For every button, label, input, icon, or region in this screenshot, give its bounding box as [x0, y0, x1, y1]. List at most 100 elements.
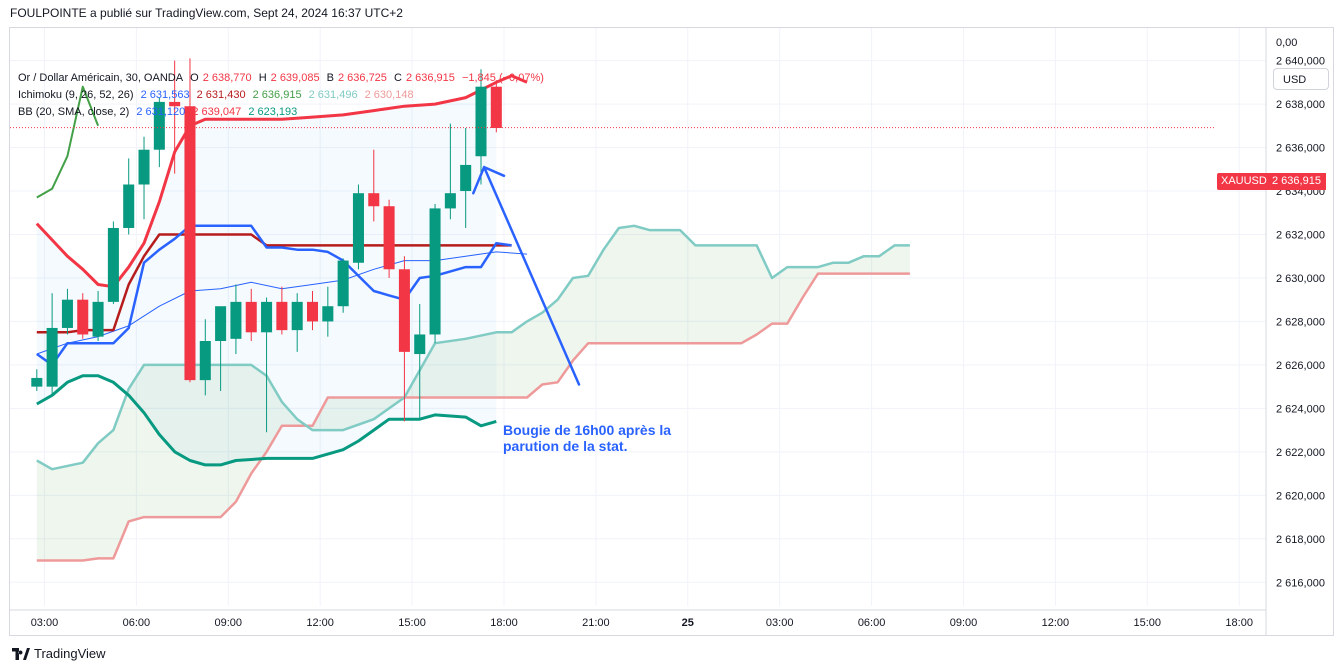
y-tick-label: 2 626,000 [1276, 360, 1325, 372]
y-tick-label: 2 640,000 [1276, 56, 1325, 68]
candle-body [245, 301, 257, 333]
annotation-text: Bougie de 16h00 après la parution de la … [503, 422, 671, 454]
candle-body [276, 301, 288, 331]
candle-body [460, 164, 472, 192]
candle-body [261, 301, 273, 333]
footer-brand[interactable]: TradingView [12, 646, 106, 661]
bb-basis-value: 2 631,120 [136, 106, 186, 118]
x-tick-label: 12:00 [306, 617, 334, 629]
x-tick-label: 15:00 [1134, 617, 1162, 629]
x-tick-label: 06:00 [858, 617, 886, 629]
candle-body [230, 301, 242, 339]
y-tick-label: 2 638,000 [1276, 99, 1325, 111]
bb-lower-value: 2 623,193 [248, 106, 298, 118]
publish-info: FOULPOINTE a publié sur TradingView.com,… [10, 6, 403, 20]
ichimoku-span-a-value: 2 631,496 [308, 89, 358, 101]
brand-name: TradingView [34, 646, 106, 661]
bb-upper-value: 2 639,047 [192, 106, 242, 118]
open-label: O [190, 72, 199, 84]
annotation-line-2: parution de la stat. [503, 438, 628, 454]
x-tick-label: 25 [682, 617, 694, 629]
y-tick-label: 2 632,000 [1276, 229, 1325, 241]
y-tick-label: 2 618,000 [1276, 534, 1325, 546]
bb-legend: BB (20, SMA, close, 2) 2 631,120 2 639,0… [18, 106, 301, 118]
x-tick-label: 18:00 [1225, 617, 1253, 629]
x-tick-label: 15:00 [398, 617, 426, 629]
candle-body [123, 184, 135, 228]
candle-body [215, 306, 227, 341]
candle-body [444, 193, 456, 209]
ichimoku-legend: Ichimoku (9, 26, 52, 26) 2 631,563 2 631… [18, 89, 418, 101]
x-tick-label: 03:00 [31, 617, 59, 629]
y-tick-label: 2 620,000 [1276, 490, 1325, 502]
ichimoku-cloud-fill [36, 225, 910, 561]
ichimoku-span-b-value: 2 630,148 [364, 89, 414, 101]
candle-body [429, 208, 441, 335]
candle-body [383, 206, 395, 270]
bb-label: BB (20, SMA, close, 2) [18, 106, 130, 118]
low-value: 2 636,725 [337, 72, 387, 84]
ichimoku-span-a-line [36, 224, 910, 471]
candle-body [184, 106, 196, 381]
x-tick-label: 09:00 [950, 617, 978, 629]
ichimoku-chikou-value: 2 636,915 [252, 89, 302, 101]
candle-body [199, 340, 211, 381]
candle-body [61, 299, 73, 328]
x-tick-label: 18:00 [490, 617, 518, 629]
ichimoku-kijun-value: 2 631,430 [196, 89, 246, 101]
ichimoku-span-b-line [36, 272, 910, 562]
y-tick-label: 2 630,000 [1276, 273, 1325, 285]
candle-body [291, 301, 303, 331]
x-tick-label: 06:00 [123, 617, 151, 629]
currency-button[interactable]: USD [1273, 68, 1329, 90]
symbol-price-tag: XAUUSD [1217, 173, 1271, 190]
candle-body [77, 299, 89, 335]
last-price-tag: 2 636,915 [1268, 173, 1326, 190]
scale-zero-label: 0,00 [1276, 37, 1298, 49]
candle-body [337, 260, 349, 307]
y-tick-label: 2 616,000 [1276, 577, 1325, 589]
annotation-line-1: Bougie de 16h00 après la [503, 422, 672, 438]
x-tick-label: 21:00 [582, 617, 610, 629]
candle-body [398, 269, 410, 352]
bb-lower-line [36, 374, 497, 467]
change-value: −1,845 (−0,07%) [461, 72, 544, 84]
ichimoku-label: Ichimoku (9, 26, 52, 26) [18, 89, 134, 101]
high-label: H [258, 72, 267, 84]
y-tick-label: 2 636,000 [1276, 143, 1325, 155]
ichimoku-tenkan-value: 2 631,563 [140, 89, 190, 101]
candle-body [322, 306, 334, 322]
candle-body [306, 301, 319, 322]
candle-body [368, 193, 380, 207]
x-tick-label: 09:00 [215, 617, 243, 629]
candle-body [153, 101, 165, 150]
bb-band-fill [36, 82, 497, 465]
high-value: 2 639,085 [270, 72, 320, 84]
low-label: B [326, 72, 334, 84]
candle-body [107, 227, 119, 302]
ichimoku-chikou-line [36, 85, 100, 199]
candle-body [31, 377, 43, 387]
chart-frame [9, 27, 1334, 636]
candle-body [46, 327, 58, 387]
candle-body [352, 193, 364, 263]
open-value: 2 638,770 [202, 72, 252, 84]
y-tick-label: 2 622,000 [1276, 447, 1325, 459]
candle-body [169, 101, 181, 107]
x-tick-label: 12:00 [1042, 617, 1070, 629]
symbol-name: Or / Dollar Américain, 30, OANDA [18, 72, 184, 84]
candle-body [490, 86, 502, 128]
tradingview-logo-icon [12, 647, 30, 660]
candle-body [138, 149, 150, 185]
close-label: C [393, 72, 402, 84]
y-tick-label: 2 628,000 [1276, 316, 1325, 328]
y-tick-label: 2 624,000 [1276, 403, 1325, 415]
candle-body [92, 301, 104, 337]
x-tick-label: 03:00 [766, 617, 794, 629]
close-value: 2 636,915 [405, 72, 455, 84]
annotation-arrow [472, 165, 581, 386]
candle-body [414, 334, 426, 355]
candle-body [475, 86, 487, 157]
